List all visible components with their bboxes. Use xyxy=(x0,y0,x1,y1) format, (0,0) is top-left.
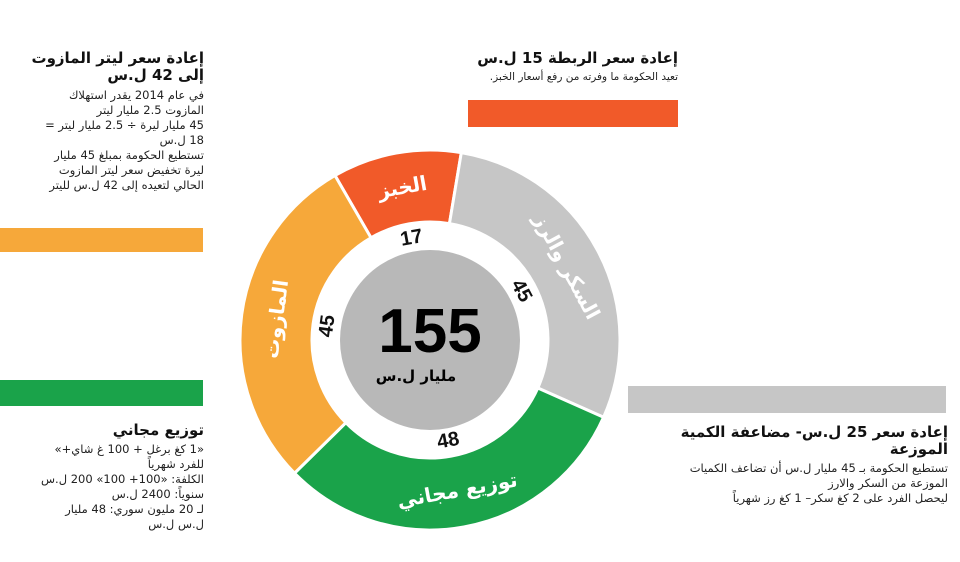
sugar-annotation: إعادة سعر 25 ل.س- مضاعفة الكمية الموزعة … xyxy=(626,424,948,506)
sugar-lines: تستطيع الحكومة بـ 45 مليار ل.س أن تضاعف … xyxy=(626,461,948,506)
sugar-line: ليحصل الفرد على 2 كغ سكر– 1 كغ رز شهرياً xyxy=(732,491,948,505)
mazout-title: إعادة سعر ليتر المازوت إلى 42 ل.س xyxy=(31,49,205,84)
bread-line: تعيد الحكومة ما وفرته من رفع أسعار الخبز… xyxy=(489,71,678,83)
free-title: توزيع مجاني xyxy=(112,421,204,439)
value-label-free-distribution: 48 xyxy=(435,428,461,454)
free-color-bar xyxy=(0,380,203,406)
slice-free-distribution xyxy=(292,386,606,532)
bread-annotation: إعادة سعر الربطة 15 ل.س تعيد الحكومة ما … xyxy=(468,50,678,85)
mazout-line: 45 مليار ليرة ÷ 2.5 مليار ليتر = xyxy=(45,118,204,132)
free-annotation: توزيع مجاني «1 كغ برغل + 100 غ شاي+» للف… xyxy=(8,422,204,532)
slice-sugar-rice xyxy=(447,150,622,420)
free-line: للفرد شهرياً xyxy=(147,457,204,471)
slice-mazout xyxy=(238,173,374,476)
bread-title: إعادة سعر الربطة 15 ل.س xyxy=(477,49,678,67)
free-line: لـ 20 مليون سوري: 48 مليار xyxy=(65,502,204,516)
mazout-line: تستطيع الحكومة بمبلغ 45 مليار xyxy=(54,148,204,162)
mazout-line: 18 ل.س xyxy=(159,133,204,147)
value-label-mazout: 45 xyxy=(315,314,340,339)
value-label-bread: 17 xyxy=(399,225,425,251)
mazout-line: ليرة تخفيض سعر ليتر المازوت xyxy=(58,163,204,177)
mazout-color-bar xyxy=(0,228,203,252)
free-line: سنوياً: 2400 ل.س xyxy=(111,487,204,501)
free-lines: «1 كغ برغل + 100 غ شاي+» للفرد شهرياً ال… xyxy=(8,442,204,532)
mazout-lines: في عام 2014 يقدر استهلاك المازوت 2.5 ملي… xyxy=(8,88,204,193)
center-disc xyxy=(340,250,520,430)
center-unit: مليار ل.س xyxy=(376,367,456,385)
free-line: الكلفة: «100+ 100» 200 ل.س xyxy=(41,472,204,486)
free-line: «1 كغ برغل + 100 غ شاي+» xyxy=(54,442,204,456)
sugar-color-bar xyxy=(628,386,946,413)
mazout-line: المازوت 2.5 مليار ليتر xyxy=(96,103,204,117)
sugar-line: الموزعة من السكر والارز xyxy=(828,476,948,490)
mazout-line: في عام 2014 يقدر استهلاك xyxy=(68,88,204,102)
free-line: ل.س ل.س xyxy=(148,517,204,531)
center-value: 155 xyxy=(378,297,481,366)
bread-color-bar xyxy=(468,100,678,127)
sugar-title: إعادة سعر 25 ل.س- مضاعفة الكمية الموزعة xyxy=(680,423,948,458)
mazout-annotation: إعادة سعر ليتر المازوت إلى 42 ل.س في عام… xyxy=(8,49,205,193)
sugar-line: تستطيع الحكومة بـ 45 مليار ل.س أن تضاعف … xyxy=(689,461,948,475)
mazout-line: الحالي لتعيده إلى 42 ل.س لليتر xyxy=(49,178,204,192)
